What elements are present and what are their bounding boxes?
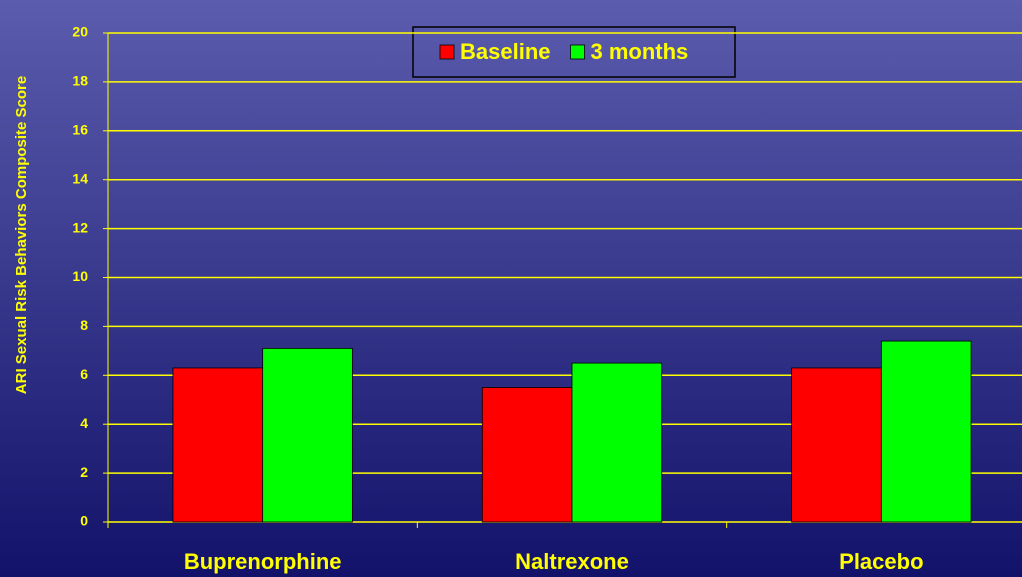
y-tick-label: 8 [80,317,88,333]
legend-swatch [439,44,455,60]
y-tick-label: 14 [72,170,88,186]
legend-box [412,26,736,78]
y-tick-label: 6 [80,366,88,382]
bar [262,348,353,523]
legend-label: 3 months [591,39,689,64]
legend-label: Baseline [460,39,551,64]
bar [172,367,264,523]
y-tick-label: 0 [80,513,88,529]
y-axis-title: ARI Sexual Risk Behaviors Composite Scor… [13,76,30,394]
bar [880,340,972,523]
bar [481,387,573,523]
x-tick-label: Placebo [839,549,923,574]
y-tick-label: 18 [72,73,88,89]
y-tick-label: 2 [80,464,88,480]
y-tick-label: 12 [72,219,88,235]
y-tick-label: 10 [72,268,88,284]
y-tick-label: 20 [72,24,88,40]
x-tick-label: Naltrexone [515,549,629,574]
bar [791,367,882,523]
bar [571,362,663,523]
x-tick-label: Buprenorphine [184,549,342,574]
y-tick-label: 16 [72,122,88,138]
y-tick-label: 4 [80,415,88,431]
legend-swatch [570,44,585,60]
